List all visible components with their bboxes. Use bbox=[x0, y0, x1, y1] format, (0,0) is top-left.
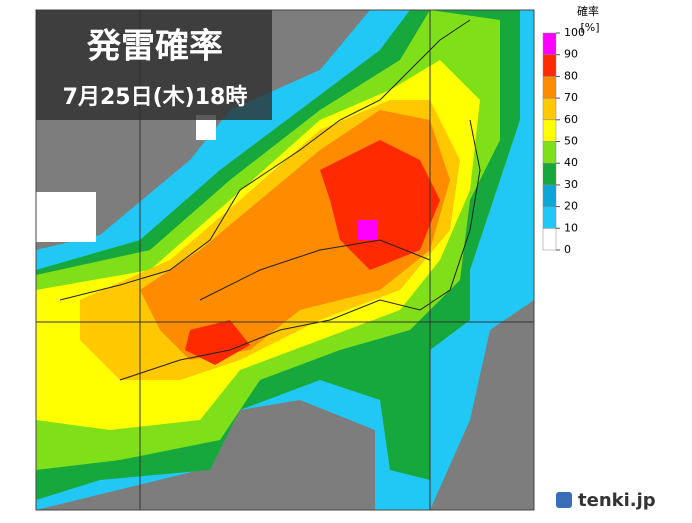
legend-tick-label: 60 bbox=[564, 113, 578, 126]
title: 発雷確率 bbox=[87, 27, 223, 67]
legend-tick-label: 70 bbox=[564, 91, 578, 104]
legend-tick-label: 0 bbox=[564, 243, 571, 256]
coastline bbox=[59, 19, 481, 381]
legend-tick-label: 30 bbox=[564, 178, 578, 191]
area-magenta bbox=[358, 220, 378, 240]
logo-text: tenki.jp bbox=[578, 490, 656, 511]
legend-tick-label: 100 bbox=[564, 26, 585, 39]
legend-swatch bbox=[542, 97, 557, 121]
map bbox=[35, 9, 535, 511]
area-white bbox=[36, 192, 96, 242]
date: 7月25日(木)18時 bbox=[63, 85, 248, 110]
legend-swatch bbox=[542, 141, 557, 164]
area-red bbox=[185, 140, 440, 365]
legend-swatch bbox=[542, 119, 557, 142]
area-white bbox=[196, 115, 216, 140]
legend-swatch bbox=[542, 206, 557, 229]
legend-tick-label: 80 bbox=[564, 69, 578, 82]
legend-tick-label: 20 bbox=[564, 200, 578, 213]
logo: tenki.jp bbox=[556, 490, 656, 511]
legend-tick-label: 90 bbox=[564, 48, 578, 61]
legend-tick-label: 40 bbox=[564, 156, 578, 169]
map-frame bbox=[35, 9, 535, 511]
legend-tick-label: 10 bbox=[564, 221, 578, 234]
title-box bbox=[36, 10, 272, 120]
legend-swatch bbox=[542, 228, 557, 251]
legend-swatch bbox=[542, 76, 557, 99]
legend-title: 確率 bbox=[577, 4, 599, 18]
legend-swatch bbox=[542, 184, 557, 207]
legend: 確率 [%] 0 10 20 30 40 50 60 70 80 90 100 bbox=[542, 4, 600, 256]
legend-tick-label: 50 bbox=[564, 135, 578, 148]
logo-icon bbox=[556, 492, 572, 508]
legend-swatch bbox=[542, 54, 557, 77]
legend-unit: [%] bbox=[580, 21, 599, 34]
legend-swatch bbox=[542, 32, 557, 55]
legend-swatch bbox=[542, 162, 557, 186]
